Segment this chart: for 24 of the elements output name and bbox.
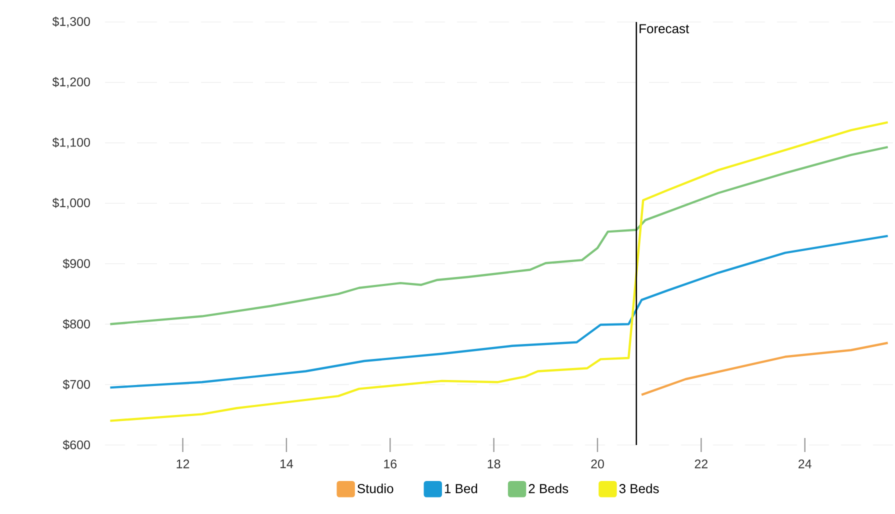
line-series (109, 234, 889, 389)
legend-label: Studio (358, 484, 394, 494)
y-tick-label: $600 (62, 440, 90, 450)
y-tick-label: $1,000 (52, 198, 90, 209)
line-series (109, 146, 889, 326)
y-tick-label: $900 (62, 258, 90, 269)
y-tick-label: $1,200 (52, 77, 90, 88)
x-tick-label: 18 (488, 460, 500, 468)
legend-label: 3 Beds (619, 484, 659, 494)
line-series (109, 121, 889, 422)
legend-label: 1 Bed (444, 484, 478, 494)
line-series (640, 342, 889, 396)
y-tick-label: $1,100 (52, 137, 90, 148)
y-tick-label: $700 (62, 380, 90, 390)
ref-line-label: Forecast (640, 24, 690, 34)
x-tick-label: 24 (798, 460, 812, 468)
y-tick-label: $1,300 (52, 16, 90, 28)
x-tick-label: 20 (591, 460, 604, 468)
x-tick-label: 16 (384, 460, 397, 468)
legend-label: 2 Beds (528, 484, 568, 494)
y-tick-label: $800 (62, 319, 90, 330)
x-tick-label: 12 (176, 460, 190, 468)
x-tick-label: 14 (280, 460, 294, 468)
x-tick-label: 22 (694, 460, 708, 468)
